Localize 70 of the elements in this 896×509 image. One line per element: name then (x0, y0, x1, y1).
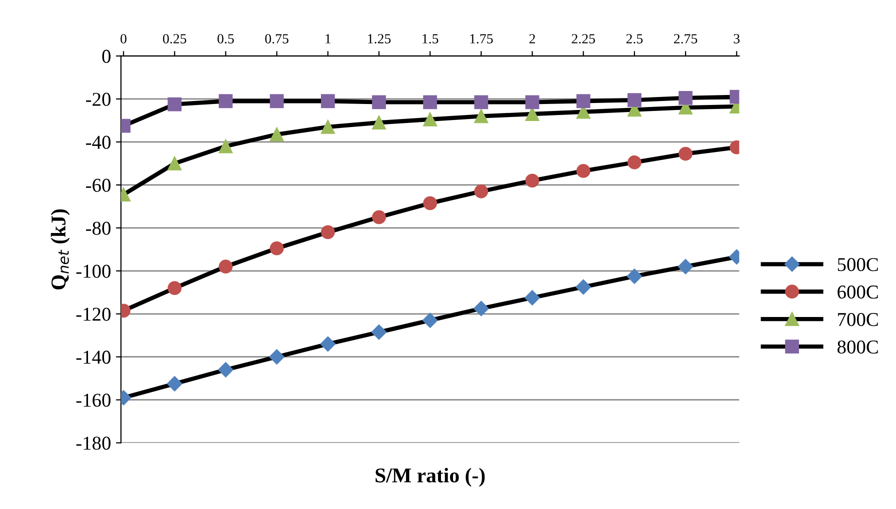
x-axis-title: S/M ratio (-) (376, 468, 485, 487)
x-tick-label: 0.25 (162, 34, 186, 44)
point (372, 95, 386, 110)
point (270, 241, 284, 256)
x-tick-label: 3 (734, 34, 740, 44)
point (628, 155, 642, 170)
point (218, 260, 233, 274)
x-tick-label: 1.25 (368, 34, 391, 44)
y-tick-label: -140 (76, 350, 110, 364)
point (168, 281, 182, 296)
point (320, 94, 335, 108)
x-tick-label: 2.5 (626, 34, 643, 44)
y-tick-label: -160 (76, 394, 110, 407)
y-tick-label: -20 (86, 92, 110, 106)
x-tick-label: 2 (529, 34, 535, 44)
legend-label: 600C (838, 286, 878, 299)
point (628, 93, 642, 107)
point (320, 225, 335, 240)
point (168, 156, 182, 170)
point (678, 90, 692, 105)
x-tick-label: 0 (120, 34, 126, 44)
point (218, 362, 234, 378)
x-tick-label: 2.25 (572, 34, 595, 44)
y-tick-label: -180 (76, 436, 110, 450)
x-tick-label: 1 (326, 34, 331, 44)
x-tick-label: 1.75 (470, 34, 493, 44)
point (269, 349, 284, 364)
x-tick-label: 0.5 (218, 34, 234, 44)
point (270, 127, 284, 142)
y-tick-label: 0 (102, 50, 110, 63)
point (678, 259, 694, 274)
point (372, 116, 386, 130)
legend-label: 800C (838, 340, 878, 354)
point (218, 139, 233, 154)
point (474, 300, 489, 316)
y-tick-label: -60 (86, 178, 110, 192)
point (371, 324, 387, 340)
point (372, 210, 386, 224)
point (474, 95, 488, 110)
legend-label: 500C (838, 258, 878, 272)
point (576, 94, 590, 108)
y-tick-label: -120 (76, 308, 110, 321)
y-tick-label: -40 (86, 136, 110, 149)
y-tick-label: -80 (86, 222, 110, 235)
point (524, 290, 540, 306)
point (320, 336, 336, 352)
x-tick-label: 2.75 (674, 34, 698, 44)
point (167, 376, 182, 392)
point (576, 279, 591, 295)
point (320, 120, 335, 134)
point (423, 112, 438, 126)
point (218, 94, 233, 108)
point (423, 95, 438, 110)
x-tick-label: 1.5 (422, 34, 438, 44)
point (576, 164, 590, 178)
point (525, 107, 540, 121)
point (423, 196, 438, 210)
y-tick-label: -100 (76, 264, 110, 278)
point (626, 268, 642, 284)
point (474, 109, 488, 124)
point (525, 174, 540, 188)
point (678, 146, 692, 161)
x-tick-label: 0.75 (265, 34, 288, 44)
point (422, 312, 438, 328)
y-axis-title: Q$_{net}$ (kJ) (50, 209, 70, 290)
point (168, 97, 182, 112)
point (525, 95, 540, 110)
point (270, 94, 284, 108)
legend-label: 700C (838, 312, 878, 326)
point (474, 184, 488, 198)
